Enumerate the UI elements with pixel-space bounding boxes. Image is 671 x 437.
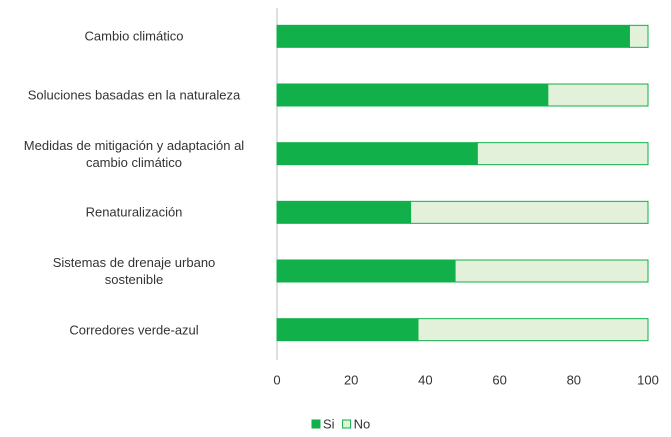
bar-segment xyxy=(276,200,412,224)
bar-segment xyxy=(476,142,649,166)
bar-segment xyxy=(276,83,549,107)
legend-label: No xyxy=(354,416,371,431)
bar-segment xyxy=(276,142,478,166)
category-label: Cambio climático xyxy=(84,28,184,44)
x-tick-label: 100 xyxy=(637,372,659,387)
bar-segment xyxy=(454,259,649,283)
bar-segment xyxy=(276,318,419,342)
bar-segment xyxy=(276,24,630,48)
bar-segment xyxy=(410,200,649,224)
category-label: Sistemas de drenaje urbano sostenible xyxy=(52,255,216,287)
bar-segment xyxy=(628,24,649,48)
category-label: Corredores verde-azul xyxy=(69,322,199,338)
category-label: Medidas de mitigación y adaptación al ca… xyxy=(23,137,245,170)
legend-swatch xyxy=(342,419,352,429)
legend-label: Si xyxy=(323,416,335,431)
x-tick-label: 60 xyxy=(492,372,506,387)
bar-segment xyxy=(547,83,649,107)
x-tick-label: 0 xyxy=(273,372,280,387)
category-label: Renaturalización xyxy=(85,204,183,220)
category-label: Soluciones basadas en la naturaleza xyxy=(27,87,241,103)
x-tick-label: 80 xyxy=(567,372,581,387)
x-tick-label: 40 xyxy=(418,372,432,387)
bar-segment xyxy=(417,318,649,342)
x-tick-label: 20 xyxy=(344,372,358,387)
bar-segment xyxy=(276,259,456,283)
legend-swatch xyxy=(311,419,321,429)
